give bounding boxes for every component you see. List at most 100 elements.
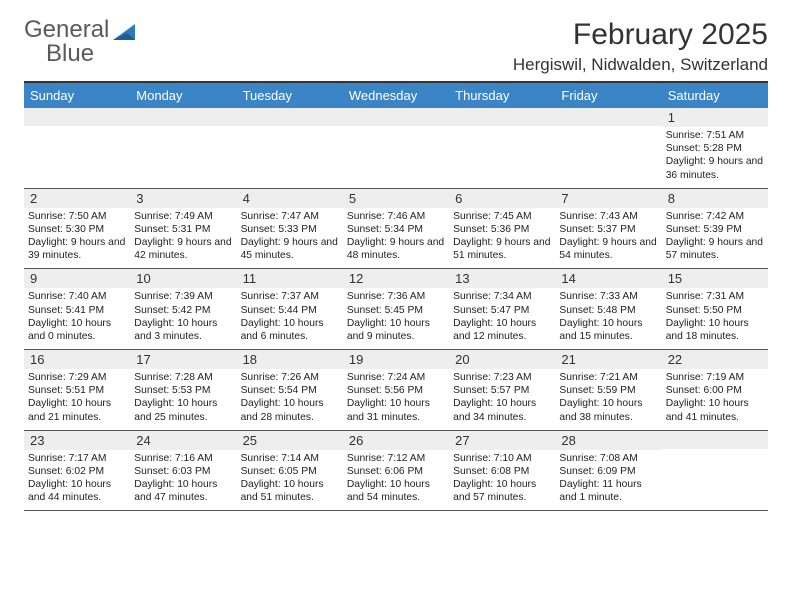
day-sun-info: Sunrise: 7:49 AMSunset: 5:31 PMDaylight:… xyxy=(134,210,232,263)
weekday-header: Monday xyxy=(130,83,236,108)
weekday-header: Tuesday xyxy=(237,83,343,108)
day-number xyxy=(130,108,236,126)
logo-word-1: General xyxy=(24,16,109,43)
calendar-cell: 2Sunrise: 7:50 AMSunset: 5:30 PMDaylight… xyxy=(24,189,130,269)
day-sun-info: Sunrise: 7:23 AMSunset: 5:57 PMDaylight:… xyxy=(453,371,551,424)
sunset-text: Sunset: 6:06 PM xyxy=(347,465,445,478)
sunset-text: Sunset: 5:39 PM xyxy=(666,223,764,236)
day-number: 8 xyxy=(662,189,768,208)
day-sun-info: Sunrise: 7:36 AMSunset: 5:45 PMDaylight:… xyxy=(347,290,445,343)
sunrise-text: Sunrise: 7:51 AM xyxy=(666,129,764,142)
day-sun-info: Sunrise: 7:29 AMSunset: 5:51 PMDaylight:… xyxy=(28,371,126,424)
day-number: 7 xyxy=(555,189,661,208)
day-number: 18 xyxy=(237,350,343,369)
sunrise-text: Sunrise: 7:29 AM xyxy=(28,371,126,384)
sunrise-text: Sunrise: 7:36 AM xyxy=(347,290,445,303)
day-sun-info: Sunrise: 7:12 AMSunset: 6:06 PMDaylight:… xyxy=(347,452,445,505)
day-sun-info: Sunrise: 7:08 AMSunset: 6:09 PMDaylight:… xyxy=(559,452,657,505)
day-number: 4 xyxy=(237,189,343,208)
calendar-cell: 13Sunrise: 7:34 AMSunset: 5:47 PMDayligh… xyxy=(449,269,555,349)
calendar-week-row: 2Sunrise: 7:50 AMSunset: 5:30 PMDaylight… xyxy=(24,189,768,270)
page-header: General Blue February 2025 Hergiswil, Ni… xyxy=(24,18,768,75)
sunrise-text: Sunrise: 7:33 AM xyxy=(559,290,657,303)
day-number xyxy=(555,108,661,126)
day-sun-info: Sunrise: 7:17 AMSunset: 6:02 PMDaylight:… xyxy=(28,452,126,505)
calendar-cell: 12 Sunrise: 7:36 AMSunset: 5:45 PMDayligh… xyxy=(343,269,449,349)
daylight-text: Daylight: 10 hours and 34 minutes. xyxy=(453,397,551,423)
sunset-text: Sunset: 6:08 PM xyxy=(453,465,551,478)
day-sun-info: Sunrise: 7:40 AMSunset: 5:41 PMDaylight:… xyxy=(28,290,126,343)
sunrise-text: Sunrise: 7:21 AM xyxy=(559,371,657,384)
day-sun-info: Sunrise: 7:21 AMSunset: 5:59 PMDaylight:… xyxy=(559,371,657,424)
calendar-cell: 6Sunrise: 7:45 AMSunset: 5:36 PMDaylight… xyxy=(449,189,555,269)
calendar-cell: 8Sunrise: 7:42 AMSunset: 5:39 PMDaylight… xyxy=(662,189,768,269)
day-sun-info: Sunrise: 7:37 AMSunset: 5:44 PMDaylight:… xyxy=(241,290,339,343)
day-number xyxy=(449,108,555,126)
day-number: 20 xyxy=(449,350,555,369)
calendar-cell-empty xyxy=(449,108,555,188)
sunset-text: Sunset: 5:34 PM xyxy=(347,223,445,236)
day-sun-info: Sunrise: 7:50 AMSunset: 5:30 PMDaylight:… xyxy=(28,210,126,263)
daylight-text: Daylight: 10 hours and 21 minutes. xyxy=(28,397,126,423)
sunset-text: Sunset: 5:28 PM xyxy=(666,142,764,155)
sunrise-text: Sunrise: 7:39 AM xyxy=(134,290,232,303)
day-number: 21 xyxy=(555,350,661,369)
location-subtitle: Hergiswil, Nidwalden, Switzerland xyxy=(513,55,768,75)
sunrise-text: Sunrise: 7:50 AM xyxy=(28,210,126,223)
weekday-header: Friday xyxy=(555,83,661,108)
daylight-text: Daylight: 10 hours and 28 minutes. xyxy=(241,397,339,423)
day-number: 13 xyxy=(449,269,555,288)
calendar-cell: 23 Sunrise: 7:17 AMSunset: 6:02 PMDayligh… xyxy=(24,431,130,511)
calendar-cell: 1Sunrise: 7:51 AMSunset: 5:28 PMDaylight… xyxy=(662,108,768,188)
sunset-text: Sunset: 5:44 PM xyxy=(241,304,339,317)
calendar-cell: 28 Sunrise: 7:08 AMSunset: 6:09 PMDayligh… xyxy=(555,431,661,511)
weekday-header: Thursday xyxy=(449,83,555,108)
day-sun-info: Sunrise: 7:14 AMSunset: 6:05 PMDaylight:… xyxy=(241,452,339,505)
day-sun-info: Sunrise: 7:47 AMSunset: 5:33 PMDaylight:… xyxy=(241,210,339,263)
daylight-text: Daylight: 11 hours and 1 minute. xyxy=(559,478,657,504)
calendar-cell: 19Sunrise: 7:24 AMSunset: 5:56 PMDayligh… xyxy=(343,350,449,430)
day-number: 23 xyxy=(24,431,130,450)
sunset-text: Sunset: 5:31 PM xyxy=(134,223,232,236)
daylight-text: Daylight: 10 hours and 6 minutes. xyxy=(241,317,339,343)
sunrise-text: Sunrise: 7:37 AM xyxy=(241,290,339,303)
sunrise-text: Sunrise: 7:14 AM xyxy=(241,452,339,465)
daylight-text: Daylight: 10 hours and 38 minutes. xyxy=(559,397,657,423)
day-number xyxy=(237,108,343,126)
day-number: 25 xyxy=(237,431,343,450)
day-sun-info: Sunrise: 7:19 AMSunset: 6:00 PMDaylight:… xyxy=(666,371,764,424)
sunset-text: Sunset: 6:09 PM xyxy=(559,465,657,478)
calendar-cell: 10 Sunrise: 7:39 AMSunset: 5:42 PMDayligh… xyxy=(130,269,236,349)
calendar-week-row: 9 Sunrise: 7:40 AMSunset: 5:41 PMDaylight… xyxy=(24,269,768,350)
sunset-text: Sunset: 5:59 PM xyxy=(559,384,657,397)
daylight-text: Daylight: 10 hours and 51 minutes. xyxy=(241,478,339,504)
sunset-text: Sunset: 5:42 PM xyxy=(134,304,232,317)
calendar-cell: 7Sunrise: 7:43 AMSunset: 5:37 PMDaylight… xyxy=(555,189,661,269)
calendar-cell: 18 Sunrise: 7:26 AMSunset: 5:54 PMDayligh… xyxy=(237,350,343,430)
calendar-cell-empty xyxy=(555,108,661,188)
day-number: 10 xyxy=(130,269,236,288)
day-number: 12 xyxy=(343,269,449,288)
sunset-text: Sunset: 5:50 PM xyxy=(666,304,764,317)
calendar-cell: 27Sunrise: 7:10 AMSunset: 6:08 PMDayligh… xyxy=(449,431,555,511)
calendar-cell: 24Sunrise: 7:16 AMSunset: 6:03 PMDayligh… xyxy=(130,431,236,511)
daylight-text: Daylight: 9 hours and 48 minutes. xyxy=(347,236,445,262)
day-number: 17 xyxy=(130,350,236,369)
day-number: 14 xyxy=(555,269,661,288)
sunrise-text: Sunrise: 7:47 AM xyxy=(241,210,339,223)
sunrise-text: Sunrise: 7:24 AM xyxy=(347,371,445,384)
brand-logo: General Blue xyxy=(24,18,139,66)
sunrise-text: Sunrise: 7:26 AM xyxy=(241,371,339,384)
sunrise-text: Sunrise: 7:19 AM xyxy=(666,371,764,384)
day-number: 28 xyxy=(555,431,661,450)
calendar-cell: 26Sunrise: 7:12 AMSunset: 6:06 PMDayligh… xyxy=(343,431,449,511)
day-sun-info: Sunrise: 7:45 AMSunset: 5:36 PMDaylight:… xyxy=(453,210,551,263)
day-number: 9 xyxy=(24,269,130,288)
day-sun-info: Sunrise: 7:16 AMSunset: 6:03 PMDaylight:… xyxy=(134,452,232,505)
calendar-cell: 16Sunrise: 7:29 AMSunset: 5:51 PMDayligh… xyxy=(24,350,130,430)
calendar-cell: 25 Sunrise: 7:14 AMSunset: 6:05 PMDayligh… xyxy=(237,431,343,511)
daylight-text: Daylight: 10 hours and 3 minutes. xyxy=(134,317,232,343)
calendar-cell-empty xyxy=(662,431,768,511)
sunset-text: Sunset: 5:54 PM xyxy=(241,384,339,397)
sunset-text: Sunset: 5:45 PM xyxy=(347,304,445,317)
